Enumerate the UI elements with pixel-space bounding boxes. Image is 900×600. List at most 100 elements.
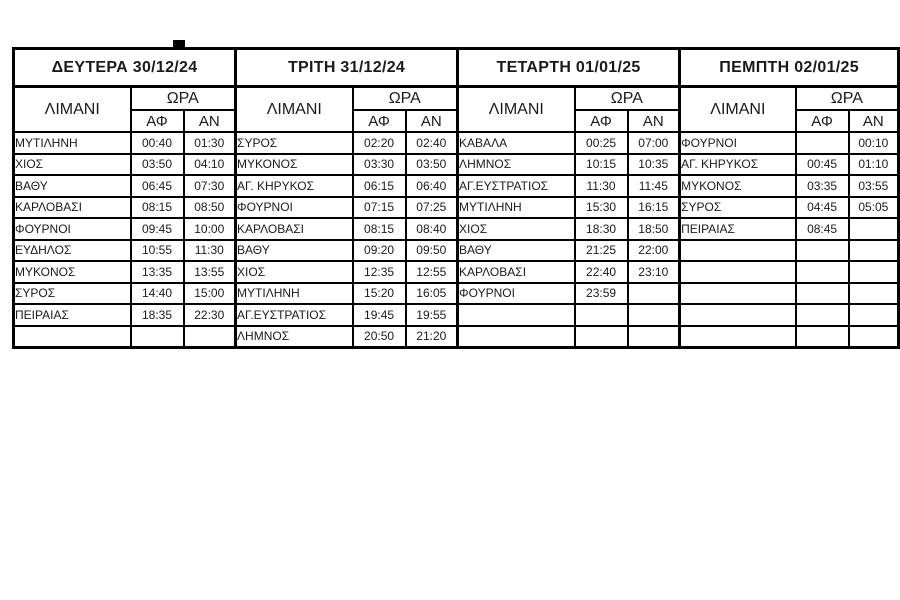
departure-time-cell (847, 260, 900, 284)
arrival-time-cell: 06:15 (351, 174, 407, 198)
arrival-time-cell: 03:50 (129, 152, 185, 176)
arrival-time-cell: 00:25 (573, 131, 629, 155)
departure-time-cell: 02:40 (404, 131, 459, 155)
table-row: ΒΑΘΥ 06:45 07:30 ΑΓ. ΚΗΡΥΚΟΣ 06:15 06:40 ΑΓ.ΕΥ… (12, 174, 900, 198)
subheader-row-afan: ΑΦ ΑΝ ΑΦ ΑΝ ΑΦ ΑΝ ΑΦ ΑΝ (14, 109, 900, 133)
arrival-time-cell: 14:40 (129, 281, 185, 305)
departure-time-cell (847, 303, 900, 327)
port-cell (12, 324, 132, 349)
port-cell (456, 303, 576, 327)
departure-time-cell: 11:45 (626, 174, 681, 198)
arrival-time-cell: 09:45 (129, 217, 185, 241)
departure-time-cell: 16:15 (626, 195, 681, 219)
day-header: ΤΕΤΑΡΤΗ 01/01/25 (456, 47, 681, 88)
arrival-time-cell: 18:30 (573, 217, 629, 241)
departure-time-cell: 06:40 (404, 174, 459, 198)
departure-time-cell: 19:55 (404, 303, 459, 327)
arrival-time-cell (573, 303, 629, 327)
port-cell: ΧΙΟΣ (12, 152, 132, 176)
arrival-time-cell: 19:45 (351, 303, 407, 327)
arrival-time-cell (794, 260, 850, 284)
departure-time-cell: 07:00 (626, 131, 681, 155)
departure-time-cell: 10:35 (626, 152, 681, 176)
port-cell: ΧΙΟΣ (234, 260, 354, 284)
arrival-time-cell: 21:25 (573, 238, 629, 262)
arrival-time-cell (794, 324, 850, 349)
departure-time-cell: 07:25 (404, 195, 459, 219)
departure-time-cell (847, 238, 900, 262)
subheader-row-ora: ΛΙΜΑΝΙ ΩΡΑ ΛΙΜΑΝΙ ΩΡΑ ΛΙΜΑΝΙ ΩΡΑ ΛΙΜΑΝΙ … (12, 85, 900, 133)
port-cell: ΧΙΟΣ (456, 217, 576, 241)
port-cell (678, 260, 797, 284)
departure-time-cell: 01:30 (182, 131, 237, 155)
departure-time-cell: 00:10 (847, 131, 900, 155)
departure-time-cell: 01:10 (847, 152, 900, 176)
arrival-time-cell: 15:30 (573, 195, 629, 219)
day-header: ΠΕΜΠΤΗ 02/01/25 (678, 47, 900, 88)
table-row: ΠΕΙΡΑΙΑΣ 18:35 22:30 ΑΓ.ΕΥΣΤΡΑΤΙΟΣ 19:45 19:5… (12, 303, 900, 327)
table-row: ΛΗΜΝΟΣ 20:50 21:20 (12, 324, 900, 349)
departure-time-cell (626, 303, 681, 327)
departure-time-cell: 08:40 (404, 217, 459, 241)
port-cell: ΛΗΜΝΟΣ (456, 152, 576, 176)
arrival-time-cell: 18:35 (129, 303, 185, 327)
departure-column-header: ΑΝ (404, 109, 459, 133)
departure-time-cell: 11:30 (182, 238, 237, 262)
arrival-column-header: ΑΦ (351, 109, 407, 133)
port-cell (678, 303, 797, 327)
port-cell: ΕΥΔΗΛΟΣ (12, 238, 132, 262)
arrival-time-cell: 00:45 (794, 152, 850, 176)
arrival-column-header: ΑΦ (129, 109, 185, 133)
arrival-time-cell (794, 131, 850, 155)
arrival-time-cell: 08:15 (351, 217, 407, 241)
port-cell: ΚΑΡΛΟΒΑΣΙ (234, 217, 354, 241)
day-header: ΤΡΙΤΗ 31/12/24 (234, 47, 459, 88)
day-header: ΔΕΥΤΕΡΑ 30/12/24 (11, 47, 237, 88)
arrival-time-cell (794, 238, 850, 262)
port-cell: ΦΟΥΡΝΟΙ (234, 195, 354, 219)
port-cell: ΠΕΙΡΑΙΑΣ (678, 217, 797, 241)
port-cell: ΜΥΤΙΛΗΝΗ (12, 131, 132, 155)
departure-time-cell: 22:00 (626, 238, 681, 262)
departure-time-cell: 07:30 (182, 174, 237, 198)
table-row: ΧΙΟΣ 03:50 04:10 ΜΥΚΟΝΟΣ 03:30 03:50 ΛΗΜΝΟΣ 10:… (12, 152, 900, 176)
port-cell: ΚΑΒΑΛΑ (456, 131, 576, 155)
timetable-body: ΜΥΤΙΛΗΝΗ 00:40 01:30 ΣΥΡΟΣ 02:20 02:40 ΚΑΒΑΛΑ 0… (12, 131, 900, 349)
arrival-time-cell: 02:20 (351, 131, 407, 155)
departure-time-cell: 12:55 (404, 260, 459, 284)
departure-time-cell: 16:05 (404, 281, 459, 305)
port-cell (456, 324, 576, 349)
departure-time-cell: 05:05 (847, 195, 900, 219)
time-column-header: ΩΡΑ (129, 85, 237, 111)
arrival-time-cell (573, 324, 629, 349)
port-cell: ΜΥΚΟΝΟΣ (12, 260, 132, 284)
port-cell: ΣΥΡΟΣ (12, 281, 132, 305)
departure-column-header: ΑΝ (847, 109, 900, 133)
table-row: ΜΥΤΙΛΗΝΗ 00:40 01:30 ΣΥΡΟΣ 02:20 02:40 ΚΑΒΑΛΑ 0… (12, 131, 900, 155)
departure-time-cell: 04:10 (182, 152, 237, 176)
arrival-time-cell (794, 281, 850, 305)
day-title-row: ΔΕΥΤΕΡΑ 30/12/24 ΤΡΙΤΗ 31/12/24 ΤΕΤΑΡΤΗ … (11, 47, 900, 88)
port-cell: ΜΥΚΟΝΟΣ (234, 152, 354, 176)
departure-time-cell: 03:50 (404, 152, 459, 176)
departure-time-cell: 23:10 (626, 260, 681, 284)
port-cell: ΑΓ.ΕΥΣΤΡΑΤΙΟΣ (456, 174, 576, 198)
departure-time-cell: 18:50 (626, 217, 681, 241)
departure-time-cell: 21:20 (404, 324, 459, 349)
departure-time-cell (626, 324, 681, 349)
departure-time-cell: 08:50 (182, 195, 237, 219)
departure-column-header: ΑΝ (626, 109, 681, 133)
departure-time-cell: 22:30 (182, 303, 237, 327)
arrival-time-cell (129, 324, 185, 349)
departure-time-cell (847, 281, 900, 305)
arrival-time-cell: 08:45 (794, 217, 850, 241)
port-column-header: ΛΙΜΑΝΙ (12, 85, 132, 133)
arrival-time-cell: 07:15 (351, 195, 407, 219)
arrival-time-cell: 09:20 (351, 238, 407, 262)
ferry-timetable: ΔΕΥΤΕΡΑ 30/12/24 ΤΡΙΤΗ 31/12/24 ΤΕΤΑΡΤΗ … (11, 47, 900, 349)
arrival-time-cell: 12:35 (351, 260, 407, 284)
port-cell: ΜΥΤΙΛΗΝΗ (234, 281, 354, 305)
departure-time-cell: 15:00 (182, 281, 237, 305)
port-cell: ΑΓ. ΚΗΡΥΚΟΣ (234, 174, 354, 198)
